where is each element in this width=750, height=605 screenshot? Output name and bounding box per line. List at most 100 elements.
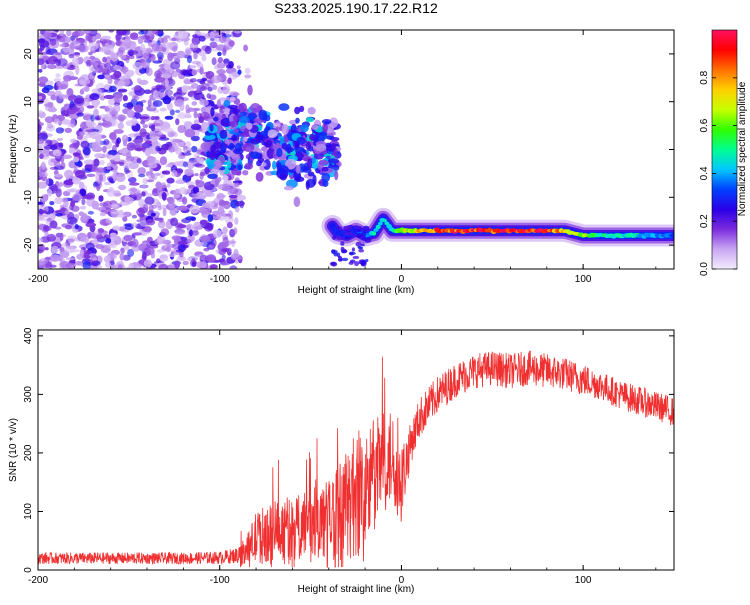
noise-blob — [108, 149, 118, 156]
noise-blob — [132, 139, 144, 144]
noise-blob — [74, 97, 83, 103]
noise-blob — [97, 74, 106, 80]
scatter-blob — [258, 109, 268, 121]
scatter-blob — [267, 129, 278, 139]
noise-blob — [46, 217, 52, 222]
scatter-blob — [233, 148, 244, 155]
noise-blob — [209, 264, 218, 269]
scatter-blob — [272, 160, 277, 170]
noise-blob — [169, 109, 175, 116]
snr-ticks: -200 -100 0 100 0 100 200 300 400 — [23, 327, 674, 586]
noise-blob — [99, 212, 106, 217]
noise-blob — [124, 223, 134, 228]
scatter-blob — [244, 162, 253, 170]
noise-blob — [157, 249, 164, 253]
noise-blob — [204, 45, 212, 55]
noise-blob — [38, 68, 43, 73]
scatter-blob — [228, 142, 235, 151]
noise-blob — [98, 114, 108, 120]
snr-y-tick-label: 300 — [23, 386, 34, 403]
noise-blob — [76, 253, 84, 260]
noise-blob — [38, 217, 47, 222]
noise-blob — [95, 234, 104, 240]
noise-blob — [119, 77, 131, 87]
signal-track-tail — [335, 230, 342, 236]
noise-blob — [232, 92, 240, 97]
noise-blob — [211, 75, 222, 84]
noise-blob — [199, 98, 204, 105]
noise-blob — [209, 41, 218, 49]
noise-blob — [167, 196, 175, 205]
signal-track-tail — [340, 241, 345, 246]
noise-blob — [82, 146, 91, 156]
scatter-blob — [293, 196, 301, 208]
noise-blob — [125, 56, 130, 64]
colorbar-frame — [711, 29, 738, 270]
noise-blob — [221, 248, 230, 253]
noise-blob — [104, 74, 110, 78]
noise-blob — [162, 41, 173, 49]
noise-blob — [41, 161, 46, 171]
noise-blob — [107, 44, 115, 52]
noise-blob — [186, 223, 194, 229]
noise-blob — [57, 137, 63, 141]
signal-track-tail — [352, 255, 360, 260]
noise-blob — [142, 124, 149, 129]
scatter-blob — [276, 147, 283, 158]
noise-blob — [66, 30, 72, 37]
noise-blob — [113, 129, 124, 134]
snr-y-axis-label: SNR (10 * v/v) — [8, 418, 19, 482]
noise-blob — [45, 46, 51, 55]
noise-blob — [128, 50, 139, 55]
noise-blob — [63, 75, 73, 82]
scatter-blob — [309, 133, 316, 141]
noise-blob — [186, 55, 193, 64]
noise-blob — [125, 156, 135, 162]
noise-blob — [93, 181, 98, 187]
heatmap-marks — [38, 30, 674, 269]
scatter-blob — [232, 108, 241, 114]
noise-blob — [142, 251, 147, 261]
noise-blob — [211, 57, 217, 66]
noise-blob — [170, 217, 179, 227]
noise-blob — [189, 78, 197, 83]
noise-blob — [189, 229, 193, 237]
heatmap-y-tick-label: 20 — [23, 48, 34, 60]
noise-blob — [99, 202, 109, 207]
noise-blob — [142, 178, 148, 185]
noise-blob — [176, 257, 187, 262]
noise-blob — [200, 235, 211, 243]
noise-blob — [38, 258, 48, 265]
noise-blob — [65, 257, 76, 261]
signal-track-core — [373, 228, 379, 232]
noise-blob — [226, 221, 233, 229]
signal-track-core — [377, 221, 383, 226]
noise-blob — [122, 254, 131, 261]
noise-blob — [49, 264, 57, 268]
noise-blob — [145, 193, 153, 198]
scatter-blob — [307, 158, 313, 169]
noise-blob — [117, 264, 123, 269]
scatter-blob — [210, 107, 215, 117]
noise-blob — [155, 145, 161, 152]
noise-blob — [204, 166, 210, 175]
noise-blob — [74, 170, 86, 179]
noise-blob — [55, 52, 62, 56]
noise-blob — [85, 133, 92, 138]
noise-blob — [50, 94, 57, 101]
snr-x-tick-label: 0 — [399, 575, 405, 586]
noise-blob — [39, 153, 44, 160]
noise-blob — [174, 231, 186, 235]
noise-blob — [66, 88, 74, 97]
noise-blob — [38, 237, 44, 243]
noise-blob — [204, 224, 213, 232]
heatmap-x-axis-label: Height of straight line (km) — [298, 285, 415, 296]
noise-blob — [211, 84, 218, 90]
noise-blob — [162, 208, 167, 217]
noise-blob — [162, 72, 172, 79]
noise-blob — [236, 194, 247, 201]
noise-blob — [103, 234, 111, 239]
noise-blob — [47, 107, 58, 113]
scatter-blob — [294, 106, 301, 115]
